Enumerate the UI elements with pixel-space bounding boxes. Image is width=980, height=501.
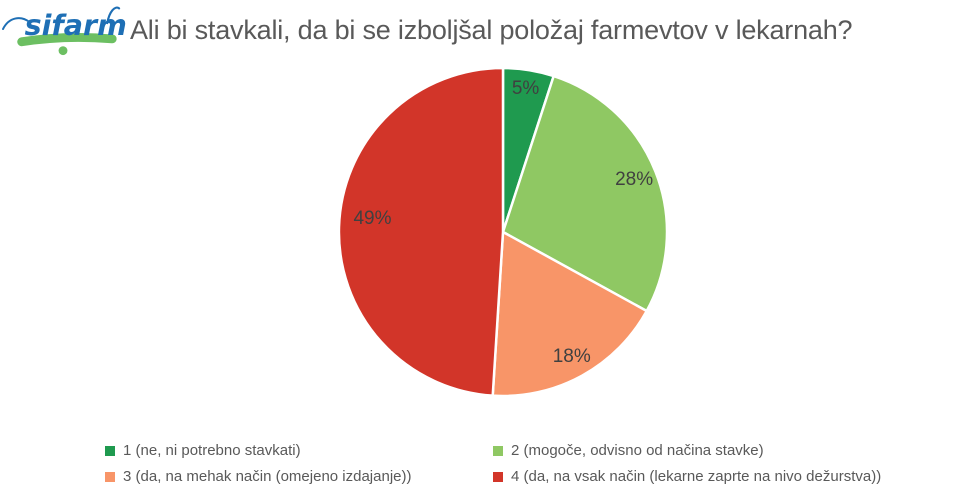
pie-slice-label: 18% <box>552 346 591 368</box>
legend-item-3: 3 (da, na mehak način (omejeno izdajanje… <box>105 468 493 485</box>
pie-slice-label: 28% <box>615 169 654 191</box>
legend-swatch <box>105 471 115 482</box>
pie-chart: 5% 28% 18% 49% <box>337 66 669 398</box>
legend-swatch <box>493 471 503 482</box>
legend-swatch <box>105 445 115 456</box>
logo-swoosh-blue <box>2 17 31 30</box>
logo-underline-green <box>17 33 117 47</box>
page-title: Ali bi stavkali, da bi se izboljšal polo… <box>130 14 853 45</box>
chart-legend: 1 (ne, ni potrebno stavkati) 2 (mogoče, o… <box>105 442 965 485</box>
legend-label: 1 (ne, ni potrebno stavkati) <box>123 442 301 459</box>
sifarm-logo: sifarm <box>2 6 126 56</box>
pie-slice-4 <box>337 66 505 397</box>
legend-label: 4 (da, na vsak način (lekarne zaprte na … <box>511 468 882 485</box>
legend-label: 3 (da, na mehak način (omejeno izdajanje… <box>123 468 412 485</box>
pie-slice-label: 5% <box>511 78 540 100</box>
pie-slice-label: 49% <box>353 207 392 229</box>
logo-flourish <box>106 6 121 25</box>
pie-slice-3 <box>491 230 648 398</box>
pie-svg <box>337 66 669 398</box>
legend-swatch <box>493 445 503 456</box>
logo-dot <box>58 46 68 56</box>
legend-item-1: 1 (ne, ni potrebno stavkati) <box>105 442 493 459</box>
legend-label: 2 (mogoče, odvisno od načina stavke) <box>511 442 764 459</box>
pie-slice-2 <box>501 74 669 313</box>
legend-item-2: 2 (mogoče, odvisno od načina stavke) <box>493 442 965 459</box>
header: sifarm Ali bi stavkali, da bi se izboljš… <box>2 2 853 58</box>
legend-item-4: 4 (da, na vsak način (lekarne zaprte na … <box>493 468 965 485</box>
